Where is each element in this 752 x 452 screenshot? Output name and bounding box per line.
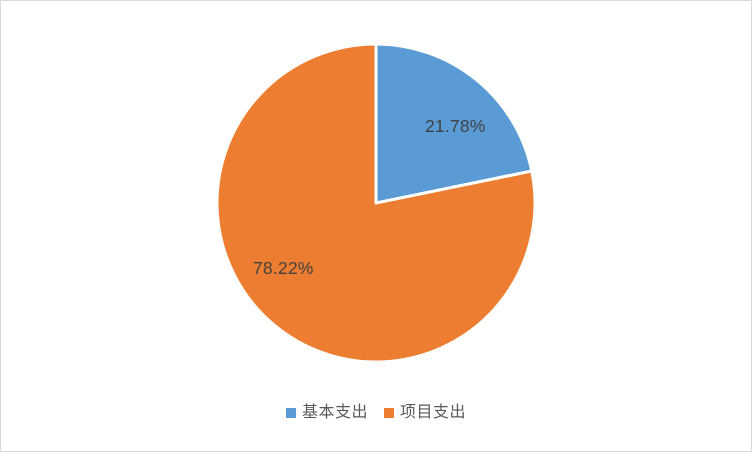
pie-svg [215,42,537,364]
pie-plot-area: 21.78% 78.22% [1,1,751,393]
pie-slice-basic[interactable] [374,42,534,205]
chart-legend: 基本支出 项目支出 [1,405,751,421]
legend-swatch-project-icon [384,408,394,418]
pie-slice-group [215,42,537,364]
legend-label-basic: 基本支出 [301,404,368,421]
legend-label-project: 项目支出 [400,404,467,421]
legend-swatch-basic-icon [285,408,296,418]
pie-slice-project[interactable] [215,42,537,364]
pie-slice-label-basic: 21.78% [425,116,486,136]
legend-item-basic[interactable]: 基本支出 [285,404,368,421]
legend-item-project[interactable]: 项目支出 [384,405,466,421]
pie-slice-label-project: 78.22% [253,258,314,278]
